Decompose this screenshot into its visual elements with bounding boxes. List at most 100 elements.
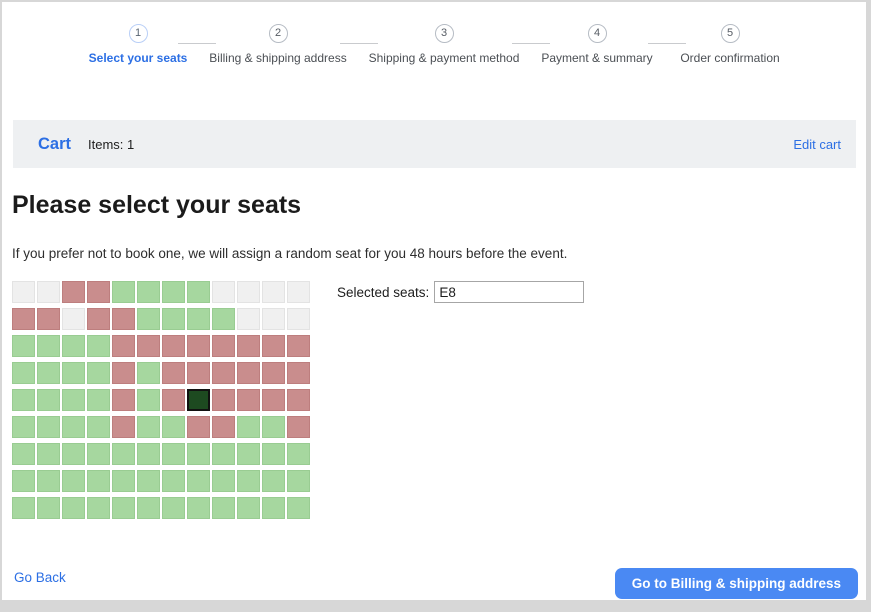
seat-B3[interactable] <box>62 308 85 330</box>
seat-E9[interactable] <box>212 389 235 411</box>
seat-D2[interactable] <box>37 362 60 384</box>
seat-G5[interactable] <box>112 443 135 465</box>
seat-D7[interactable] <box>162 362 185 384</box>
seat-A5[interactable] <box>112 281 135 303</box>
seat-C11[interactable] <box>262 335 285 357</box>
seat-A8[interactable] <box>187 281 210 303</box>
seat-D4[interactable] <box>87 362 110 384</box>
seat-F1[interactable] <box>12 416 35 438</box>
stepper-step-shipping-payment[interactable]: 3 Shipping & payment method <box>364 24 524 65</box>
seat-D3[interactable] <box>62 362 85 384</box>
seat-I3[interactable] <box>62 497 85 519</box>
seat-E4[interactable] <box>87 389 110 411</box>
seat-C6[interactable] <box>137 335 160 357</box>
stepper-step-select-seats[interactable]: 1 Select your seats <box>58 24 218 65</box>
seat-G10[interactable] <box>237 443 260 465</box>
seat-A4[interactable] <box>87 281 110 303</box>
selected-seats-input[interactable] <box>434 281 585 303</box>
edit-cart-link[interactable]: Edit cart <box>793 136 841 152</box>
seat-B9[interactable] <box>212 308 235 330</box>
seat-I8[interactable] <box>187 497 210 519</box>
stepper-step-payment-summary[interactable]: 4 Payment & summary <box>517 24 677 65</box>
seat-B1[interactable] <box>12 308 35 330</box>
seat-C1[interactable] <box>12 335 35 357</box>
seat-F5[interactable] <box>112 416 135 438</box>
seat-H10[interactable] <box>237 470 260 492</box>
seat-E6[interactable] <box>137 389 160 411</box>
stepper-step-order-confirmation[interactable]: 5 Order confirmation <box>650 24 810 65</box>
seat-B10[interactable] <box>237 308 260 330</box>
seat-E12[interactable] <box>287 389 310 411</box>
seat-C7[interactable] <box>162 335 185 357</box>
seat-E5[interactable] <box>112 389 135 411</box>
go-to-billing-button[interactable]: Go to Billing & shipping address <box>614 568 858 599</box>
seat-E2[interactable] <box>37 389 60 411</box>
seat-B6[interactable] <box>137 308 160 330</box>
seat-E8[interactable] <box>187 389 210 411</box>
seat-A11[interactable] <box>262 281 285 303</box>
stepper-step-billing-address[interactable]: 2 Billing & shipping address <box>198 24 358 65</box>
seat-F11[interactable] <box>262 416 285 438</box>
seat-H7[interactable] <box>162 470 185 492</box>
seat-C8[interactable] <box>187 335 210 357</box>
seat-G4[interactable] <box>87 443 110 465</box>
seat-E11[interactable] <box>262 389 285 411</box>
seat-A6[interactable] <box>137 281 160 303</box>
seat-H9[interactable] <box>212 470 235 492</box>
seat-E7[interactable] <box>162 389 185 411</box>
seat-E10[interactable] <box>237 389 260 411</box>
seat-F6[interactable] <box>137 416 160 438</box>
seat-F10[interactable] <box>237 416 260 438</box>
seat-G8[interactable] <box>187 443 210 465</box>
seat-F12[interactable] <box>287 416 310 438</box>
seat-G2[interactable] <box>37 443 60 465</box>
seat-B5[interactable] <box>112 308 135 330</box>
seat-H12[interactable] <box>287 470 310 492</box>
seat-C2[interactable] <box>37 335 60 357</box>
seat-I11[interactable] <box>262 497 285 519</box>
seat-H3[interactable] <box>62 470 85 492</box>
seat-D6[interactable] <box>137 362 160 384</box>
seat-D8[interactable] <box>187 362 210 384</box>
seat-H11[interactable] <box>262 470 285 492</box>
seat-F9[interactable] <box>212 416 235 438</box>
seat-G1[interactable] <box>12 443 35 465</box>
seat-D10[interactable] <box>237 362 260 384</box>
seat-F2[interactable] <box>37 416 60 438</box>
seat-F4[interactable] <box>87 416 110 438</box>
seat-H2[interactable] <box>37 470 60 492</box>
seat-F8[interactable] <box>187 416 210 438</box>
seat-I1[interactable] <box>12 497 35 519</box>
seat-H8[interactable] <box>187 470 210 492</box>
seat-D5[interactable] <box>112 362 135 384</box>
seat-I5[interactable] <box>112 497 135 519</box>
seat-A10[interactable] <box>237 281 260 303</box>
seat-G11[interactable] <box>262 443 285 465</box>
seat-A7[interactable] <box>162 281 185 303</box>
seat-E1[interactable] <box>12 389 35 411</box>
seat-C3[interactable] <box>62 335 85 357</box>
seat-I12[interactable] <box>287 497 310 519</box>
seat-H1[interactable] <box>12 470 35 492</box>
seat-B4[interactable] <box>87 308 110 330</box>
seat-I6[interactable] <box>137 497 160 519</box>
seat-C5[interactable] <box>112 335 135 357</box>
seat-A9[interactable] <box>212 281 235 303</box>
seat-I4[interactable] <box>87 497 110 519</box>
seat-I7[interactable] <box>162 497 185 519</box>
seat-F3[interactable] <box>62 416 85 438</box>
seat-H6[interactable] <box>137 470 160 492</box>
seat-G9[interactable] <box>212 443 235 465</box>
seat-B8[interactable] <box>187 308 210 330</box>
seat-D12[interactable] <box>287 362 310 384</box>
seat-A3[interactable] <box>62 281 85 303</box>
seat-A12[interactable] <box>287 281 310 303</box>
seat-C10[interactable] <box>237 335 260 357</box>
seat-H5[interactable] <box>112 470 135 492</box>
seat-G12[interactable] <box>287 443 310 465</box>
seat-B7[interactable] <box>162 308 185 330</box>
seat-F7[interactable] <box>162 416 185 438</box>
seat-A1[interactable] <box>12 281 35 303</box>
seat-D9[interactable] <box>212 362 235 384</box>
seat-C9[interactable] <box>212 335 235 357</box>
